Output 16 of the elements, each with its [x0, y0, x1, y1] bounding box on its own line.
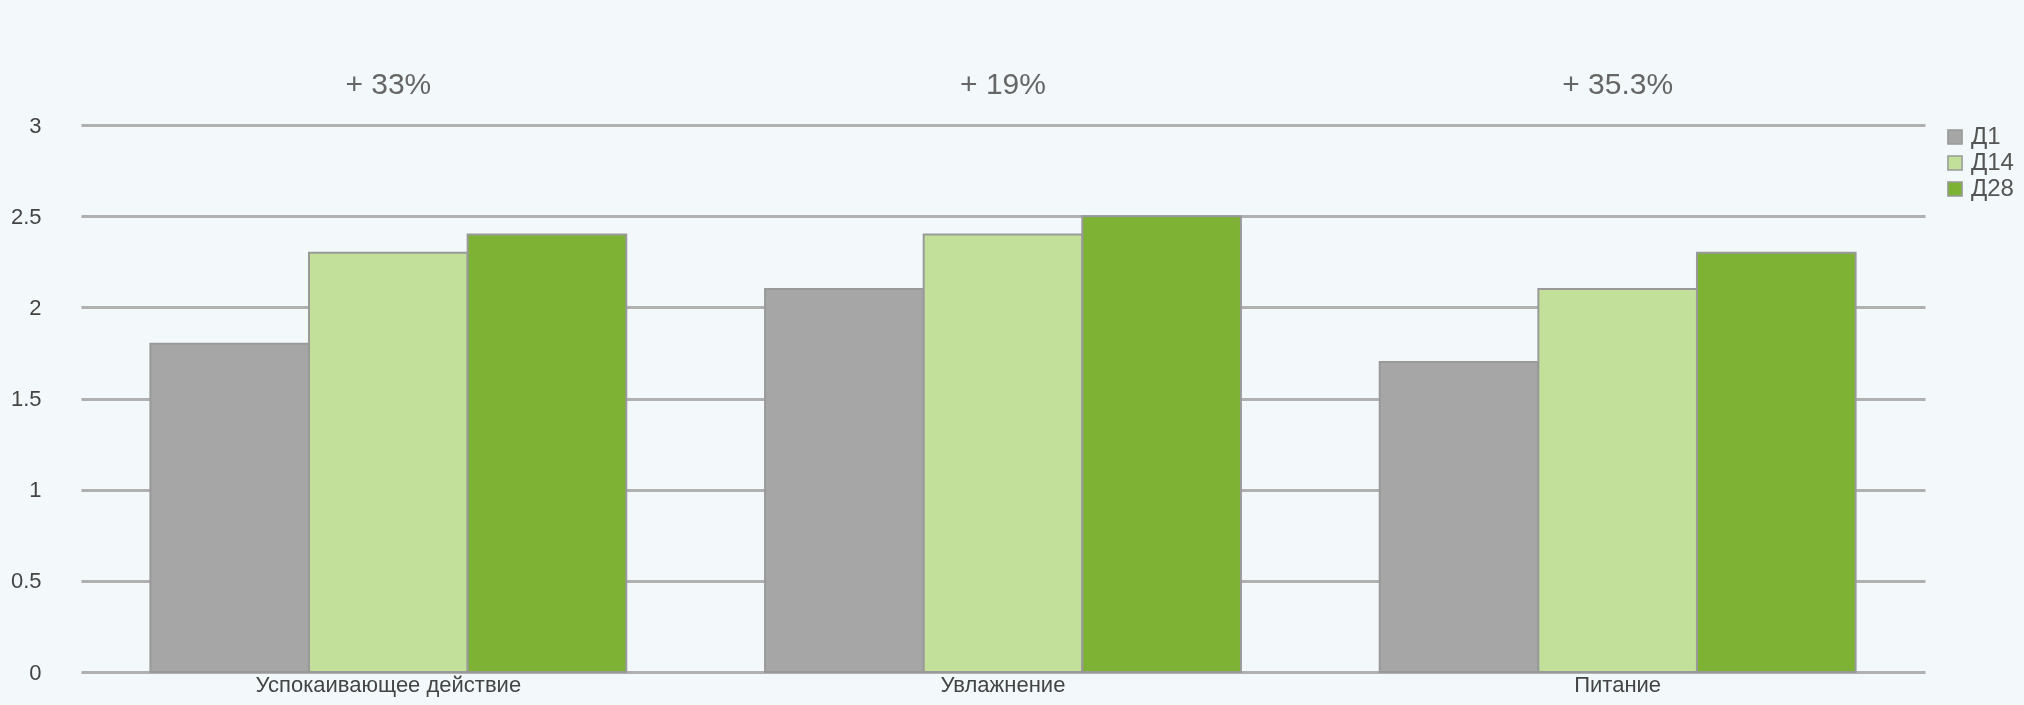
x-tick-label: Увлажнение [940, 671, 1066, 697]
legend-label: Д14 [1971, 148, 2014, 175]
y-tick-label: 3 [29, 112, 42, 138]
y-tick-label: 0 [29, 659, 42, 685]
legend-label: Д28 [1971, 174, 2014, 201]
y-tick-label: 0.5 [10, 568, 42, 594]
y-tick-label: 2 [29, 294, 42, 320]
x-tick-label: Успокаивающее действие [255, 671, 522, 697]
y-tick-label: 1 [29, 477, 42, 503]
text: + 33% [345, 67, 432, 100]
y-tick-label: 2.5 [10, 203, 42, 229]
y-tick-label: 1.5 [10, 386, 42, 411]
x-tick-label: Питание [1574, 671, 1662, 697]
legend-label: Д1 [1971, 122, 2001, 149]
text: + 35.3% [1562, 67, 1674, 100]
text: + 19% [960, 67, 1046, 100]
